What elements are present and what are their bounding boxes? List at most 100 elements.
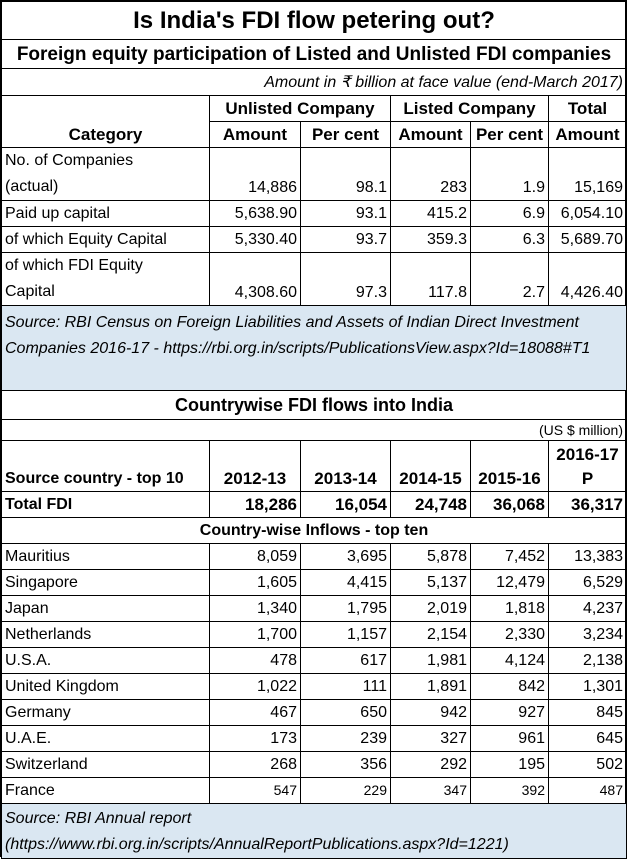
section-row: Country-wise Inflows - top ten — [1, 517, 627, 544]
row-label-country: Germany — [1, 699, 210, 726]
col-header-amount: Amount — [209, 121, 301, 148]
cell: 6.9 — [470, 200, 549, 227]
cell: 5,137 — [390, 569, 471, 596]
cell-total: 36,068 — [470, 491, 549, 518]
row-label-total: Total FDI — [1, 491, 210, 518]
cell: 93.7 — [300, 226, 391, 253]
cell: 1,340 — [209, 595, 301, 622]
cell-total: 36,317 — [548, 491, 627, 518]
table1-col-header-row: Category Amount Per cent Amount Per cent… — [1, 121, 627, 148]
section-label: Country-wise Inflows - top ten — [1, 517, 627, 544]
cell: 4,124 — [470, 647, 549, 674]
cell: 13,383 — [548, 543, 627, 570]
cell: 650 — [300, 699, 391, 726]
cell: 547 — [209, 777, 301, 804]
row-label-country: Singapore — [1, 569, 210, 596]
cell-total: 24,748 — [390, 491, 471, 518]
cell: 14,886 — [209, 147, 301, 201]
table-row: Paid up capital 5,638.90 93.1 415.2 6.9 … — [1, 200, 627, 227]
table2-title: Countrywise FDI flows into India — [1, 390, 627, 420]
table1-title-row: Foreign equity participation of Listed a… — [1, 39, 627, 69]
table1-group-header-row: Unlisted Company Listed Company Total — [1, 95, 627, 122]
cell: 239 — [300, 725, 391, 752]
cell: 1,605 — [209, 569, 301, 596]
cell: 15,169 — [548, 147, 627, 201]
table2-source-line: (https://www.rbi.org.in/scripts/AnnualRe… — [5, 836, 509, 853]
table-row: Netherlands 1,700 1,157 2,154 2,330 3,23… — [1, 621, 627, 648]
cell: 845 — [548, 699, 627, 726]
cell: 415.2 — [390, 200, 471, 227]
row-label-country: U.S.A. — [1, 647, 210, 674]
cell: 645 — [548, 725, 627, 752]
cell: 268 — [209, 751, 301, 778]
cell: 98.1 — [300, 147, 391, 201]
cell: 93.1 — [300, 200, 391, 227]
table1-note-row: Amount in ₹ billion at face value (end-M… — [1, 68, 627, 96]
cell: 502 — [548, 751, 627, 778]
cell: 1.9 — [470, 147, 549, 201]
table2-source-row: Source: RBI Annual report (https://www.r… — [1, 803, 627, 859]
row-label: of which FDI Equity Capital — [1, 252, 210, 306]
col-header-amount: Amount — [548, 121, 627, 148]
col-header-year-provisional: 2016-17 P — [548, 440, 627, 492]
cell: 842 — [470, 673, 549, 700]
cell: 467 — [209, 699, 301, 726]
col-header-amount: Amount — [390, 121, 471, 148]
cell: 97.3 — [300, 252, 391, 306]
cell: 1,022 — [209, 673, 301, 700]
cell: 292 — [390, 751, 471, 778]
cell: 2,138 — [548, 647, 627, 674]
cell: 961 — [470, 725, 549, 752]
cell-total: 16,054 — [300, 491, 391, 518]
cell: 4,308.60 — [209, 252, 301, 306]
cell: 5,878 — [390, 543, 471, 570]
cell: 392 — [470, 777, 549, 804]
row-label-country: Switzerland — [1, 751, 210, 778]
col-header-provisional-marker: P — [581, 469, 594, 488]
col-header-year: 2015-16 — [470, 440, 549, 492]
cell: 1,301 — [548, 673, 627, 700]
cell: 327 — [390, 725, 471, 752]
table-row: Mauritius 8,059 3,695 5,878 7,452 13,383 — [1, 543, 627, 570]
cell: 3,234 — [548, 621, 627, 648]
row-label-line: No. of Companies — [5, 152, 134, 169]
row-label: of which Equity Capital — [1, 226, 210, 253]
cell: 1,795 — [300, 595, 391, 622]
cell: 173 — [209, 725, 301, 752]
category-header-spacer — [1, 95, 210, 122]
row-label: No. of Companies (actual) — [1, 147, 210, 201]
table-row: U.A.E. 173 239 327 961 645 — [1, 725, 627, 752]
cell: 111 — [300, 673, 391, 700]
cell: 5,689.70 — [548, 226, 627, 253]
cell: 12,479 — [470, 569, 549, 596]
page-title: Is India's FDI flow petering out? — [1, 1, 627, 40]
table-row: of which Equity Capital 5,330.40 93.7 35… — [1, 226, 627, 253]
col-header-year-label: 2016-17 — [556, 445, 619, 464]
cell: 5,638.90 — [209, 200, 301, 227]
col-header-year: 2012-13 — [209, 440, 301, 492]
cell: 2,019 — [390, 595, 471, 622]
cell: 5,330.40 — [209, 226, 301, 253]
cell: 1,981 — [390, 647, 471, 674]
table-row: U.S.A. 478 617 1,981 4,124 2,138 — [1, 647, 627, 674]
cell-total: 18,286 — [209, 491, 301, 518]
cell: 1,891 — [390, 673, 471, 700]
table-row: Japan 1,340 1,795 2,019 1,818 4,237 — [1, 595, 627, 622]
table-row: United Kingdom 1,022 111 1,891 842 1,301 — [1, 673, 627, 700]
table2-unit-note: (US $ million) — [1, 419, 627, 441]
cell: 117.8 — [390, 252, 471, 306]
table1-source-row: Source: RBI Census on Foreign Liabilitie… — [1, 305, 627, 391]
cell: 942 — [390, 699, 471, 726]
row-label-country: Netherlands — [1, 621, 210, 648]
cell: 3,695 — [300, 543, 391, 570]
cell: 347 — [390, 777, 471, 804]
col-header-category: Category — [1, 121, 210, 148]
cell: 356 — [300, 751, 391, 778]
table1-source-note: Source: RBI Census on Foreign Liabilitie… — [1, 305, 627, 391]
group-header-listed: Listed Company — [390, 95, 549, 122]
group-header-total: Total — [548, 95, 627, 122]
cell: 283 — [390, 147, 471, 201]
table-row: France 547 229 347 392 487 — [1, 777, 627, 804]
total-fdi-row: Total FDI 18,286 16,054 24,748 36,068 36… — [1, 491, 627, 518]
